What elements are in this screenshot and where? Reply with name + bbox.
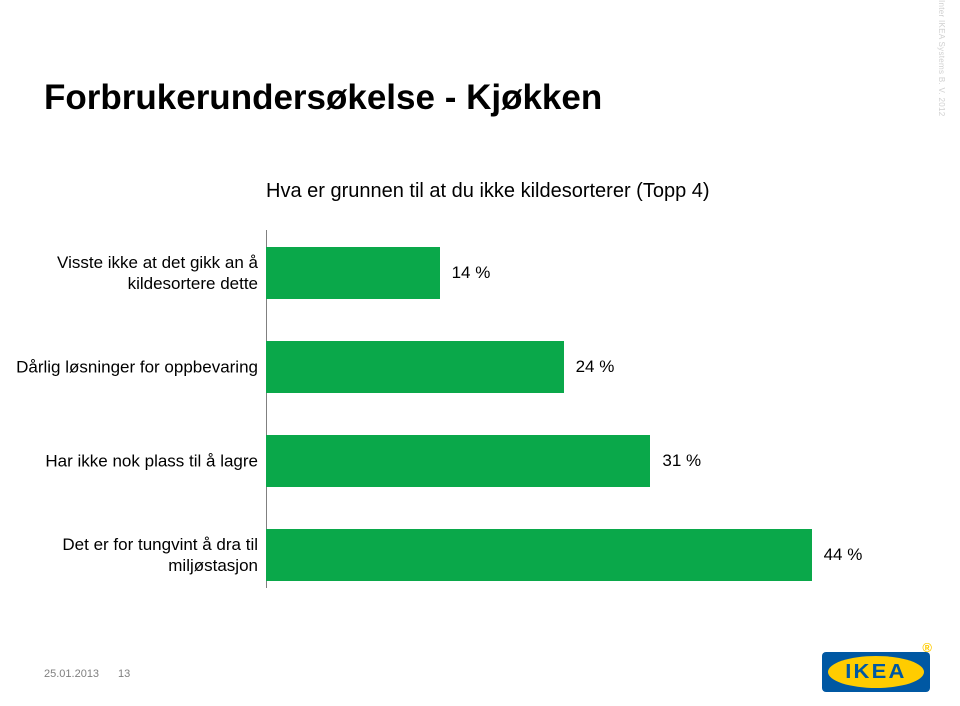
bar-fill [266, 529, 812, 581]
bar-value: 24 % [576, 357, 615, 377]
watermark-copyright: Inter IKEA Systems B. V. 2012 [937, 0, 946, 116]
footer-date: 25.01.2013 [44, 668, 99, 680]
bar-label: Har ikke nok plass til å lagre [0, 450, 258, 471]
logo-oval: IKEA [828, 656, 924, 688]
chart-title: Hva er grunnen til at du ikke kildesorte… [266, 180, 710, 203]
bar-value: 31 % [662, 451, 701, 471]
bar-row: Dårlig løsninger for oppbevaring 24 % [0, 338, 960, 396]
ikea-logo: ® IKEA [822, 644, 930, 692]
bar-label: Dårlig løsninger for oppbevaring [0, 356, 258, 377]
bar-chart: Visste ikke at det gikk an å kildesorter… [0, 220, 960, 600]
bar-row: Har ikke nok plass til å lagre 31 % [0, 432, 960, 490]
logo-text: IKEA [845, 661, 906, 684]
bar-label: Det er for tungvint å dra til miljøstasj… [0, 534, 258, 577]
bar-label: Visste ikke at det gikk an å kildesorter… [0, 252, 258, 295]
bar-value: 14 % [452, 263, 491, 283]
bar-value: 44 % [824, 545, 863, 565]
footer-page-number: 13 [118, 668, 130, 680]
bar-fill [266, 247, 440, 299]
bar-fill [266, 435, 650, 487]
slide-title: Forbrukerundersøkelse - Kjøkken [44, 78, 602, 118]
bar-fill [266, 341, 564, 393]
bar-row: Det er for tungvint å dra til miljøstasj… [0, 526, 960, 584]
bar-row: Visste ikke at det gikk an å kildesorter… [0, 244, 960, 302]
